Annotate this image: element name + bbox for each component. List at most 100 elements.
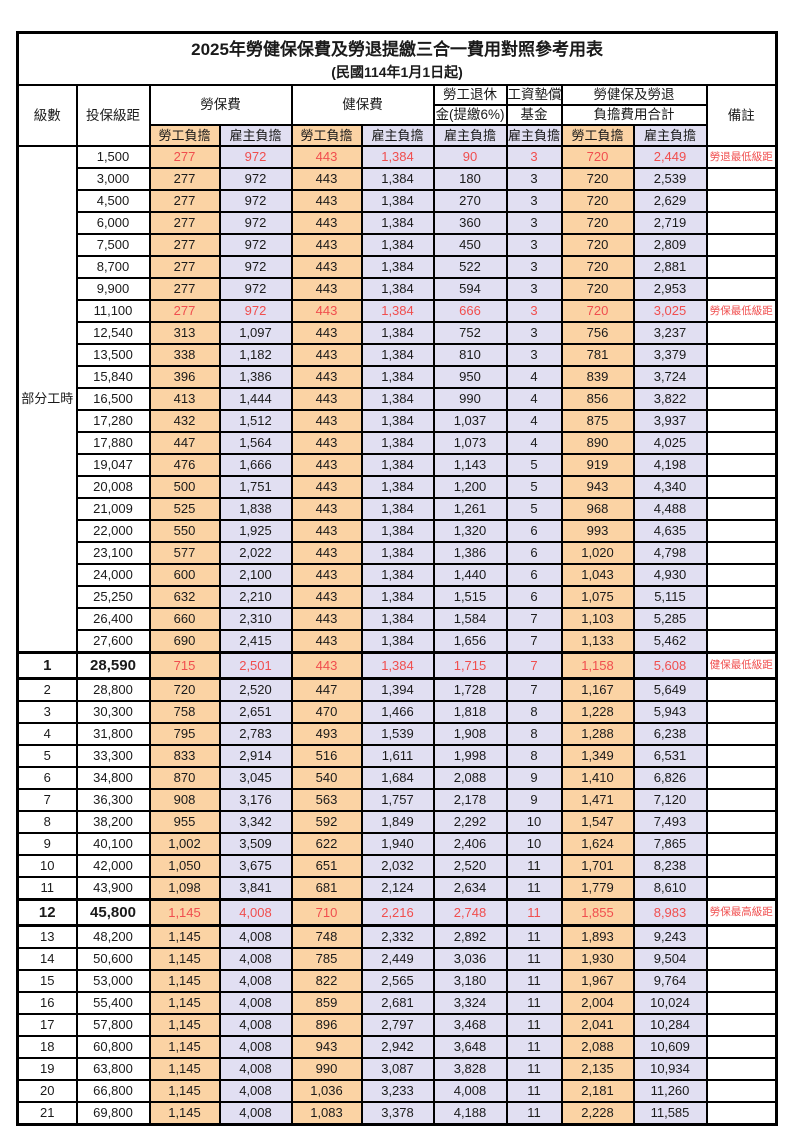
table-row: 2 28,800 720 2,520 447 1,394 1,728 7 1,167 5,649 [16, 677, 778, 702]
value-cell-labor_employer: 1,444 [218, 387, 293, 411]
value-cell-pension_employer: 1,073 [432, 431, 508, 455]
value-cell-labor_employer: 2,651 [218, 700, 293, 724]
header-pension-line1: 勞工退休 [432, 84, 508, 106]
value-cell-wage_fund_employer: 3 [505, 255, 563, 279]
remark-cell [705, 1013, 778, 1037]
value-cell-total_employer: 3,937 [632, 409, 708, 433]
value-cell-labor_employer: 972 [218, 255, 293, 279]
value-cell-health_employee: 443 [290, 211, 363, 235]
value-cell-labor_employer: 4,008 [218, 1035, 293, 1059]
value-cell-labor_employee: 396 [148, 365, 221, 389]
value-cell-total_employee: 2,004 [560, 991, 635, 1015]
value-cell-labor_employee: 277 [148, 145, 221, 169]
level-cell: 12 [16, 898, 78, 927]
table-row: 15,840 396 1,386 443 1,384 950 4 839 3,724 [18, 365, 778, 389]
value-cell-total_employee: 720 [560, 255, 635, 279]
value-cell-labor_employee: 1,145 [148, 991, 221, 1015]
value-cell-pension_employer: 1,584 [432, 607, 508, 631]
table-row: 17,880 447 1,564 443 1,384 1,073 4 890 4,025 [18, 431, 778, 455]
value-cell-labor_employer: 972 [218, 299, 293, 323]
level-cell: 3 [16, 700, 78, 724]
table-row: 13 48,200 1,145 4,008 748 2,332 2,892 11 1,893 9,… [16, 924, 778, 949]
level-cell: 2 [16, 677, 78, 702]
value-cell-pension_employer: 3,828 [432, 1057, 508, 1081]
header-health-employee-share: 勞工負擔 [290, 124, 363, 147]
value-cell-pension_employer: 1,908 [432, 722, 508, 746]
value-cell-health_employee: 443 [290, 431, 363, 455]
value-cell-labor_employer: 4,008 [218, 947, 293, 971]
value-cell-health_employer: 1,384 [360, 519, 435, 543]
value-cell-health_employee: 443 [290, 497, 363, 521]
salary-bracket-cell: 7,500 [75, 233, 151, 257]
value-cell-total_employer: 8,983 [632, 898, 708, 927]
value-cell-labor_employee: 432 [148, 409, 221, 433]
value-cell-labor_employee: 1,050 [148, 854, 221, 878]
value-cell-health_employee: 681 [290, 876, 363, 901]
value-cell-wage_fund_employer: 6 [505, 585, 563, 609]
value-cell-health_employer: 2,942 [360, 1035, 435, 1059]
value-cell-wage_fund_employer: 4 [505, 365, 563, 389]
value-cell-labor_employee: 720 [148, 677, 221, 702]
remark-cell [705, 519, 778, 543]
value-cell-pension_employer: 1,715 [432, 651, 508, 680]
value-cell-wage_fund_employer: 8 [505, 700, 563, 724]
level-cell: 13 [16, 924, 78, 949]
value-cell-wage_fund_employer: 4 [505, 409, 563, 433]
table-row: 11 43,900 1,098 3,841 681 2,124 2,634 11 1,779 8,… [16, 876, 778, 901]
value-cell-health_employer: 1,384 [360, 277, 435, 301]
table-row: 3,000 277 972 443 1,384 180 3 720 2,539 [18, 167, 778, 191]
value-cell-health_employer: 1,394 [360, 677, 435, 702]
value-cell-wage_fund_employer: 10 [505, 832, 563, 856]
value-cell-total_employee: 2,041 [560, 1013, 635, 1037]
level-cell: 21 [16, 1101, 78, 1126]
value-cell-health_employee: 443 [290, 167, 363, 191]
value-cell-pension_employer: 752 [432, 321, 508, 345]
table-row: 14 50,600 1,145 4,008 785 2,449 3,036 11 1,930 9,… [16, 947, 778, 971]
value-cell-labor_employee: 500 [148, 475, 221, 499]
value-cell-labor_employee: 1,145 [148, 947, 221, 971]
value-cell-wage_fund_employer: 4 [505, 431, 563, 455]
value-cell-total_employee: 875 [560, 409, 635, 433]
salary-bracket-cell: 30,300 [75, 700, 151, 724]
remark-cell [705, 722, 778, 746]
remark-cell [705, 277, 778, 301]
value-cell-total_employer: 6,238 [632, 722, 708, 746]
salary-bracket-cell: 8,700 [75, 255, 151, 279]
value-cell-health_employer: 1,849 [360, 810, 435, 834]
value-cell-labor_employer: 4,008 [218, 1013, 293, 1037]
value-cell-total_employee: 968 [560, 497, 635, 521]
value-cell-wage_fund_employer: 3 [505, 321, 563, 345]
salary-bracket-cell: 19,047 [75, 453, 151, 477]
value-cell-labor_employer: 972 [218, 167, 293, 191]
value-cell-pension_employer: 950 [432, 365, 508, 389]
value-cell-total_employer: 2,719 [632, 211, 708, 235]
value-cell-wage_fund_employer: 9 [505, 788, 563, 812]
table-row: 1 28,590 715 2,501 443 1,384 1,715 7 1,158 5,608 健… [16, 651, 778, 680]
value-cell-wage_fund_employer: 3 [505, 343, 563, 367]
value-cell-labor_employer: 2,520 [218, 677, 293, 702]
value-cell-wage_fund_employer: 5 [505, 453, 563, 477]
value-cell-health_employee: 540 [290, 766, 363, 790]
salary-bracket-cell: 60,800 [75, 1035, 151, 1059]
value-cell-wage_fund_employer: 6 [505, 519, 563, 543]
value-cell-total_employee: 720 [560, 167, 635, 191]
remark-cell [705, 1057, 778, 1081]
salary-bracket-cell: 63,800 [75, 1057, 151, 1081]
value-cell-wage_fund_employer: 6 [505, 541, 563, 565]
value-cell-pension_employer: 90 [432, 145, 508, 169]
value-cell-wage_fund_employer: 11 [505, 854, 563, 878]
value-cell-wage_fund_employer: 3 [505, 211, 563, 235]
value-cell-health_employee: 822 [290, 969, 363, 993]
value-cell-health_employer: 1,384 [360, 145, 435, 169]
table-row: 13,500 338 1,182 443 1,384 810 3 781 3,379 [18, 343, 778, 367]
value-cell-pension_employer: 1,515 [432, 585, 508, 609]
header-total-employee-share: 勞工負擔 [560, 124, 635, 147]
value-cell-health_employer: 2,449 [360, 947, 435, 971]
level-cell: 6 [16, 766, 78, 790]
header-labor-employee-share: 勞工負擔 [148, 124, 221, 147]
value-cell-health_employee: 622 [290, 832, 363, 856]
value-cell-labor_employer: 1,838 [218, 497, 293, 521]
table-body: 部分工時 1,500 277 972 443 1,384 90 3 720 2,449 勞退最低級距… [16, 145, 778, 1126]
value-cell-pension_employer: 594 [432, 277, 508, 301]
value-cell-wage_fund_employer: 8 [505, 744, 563, 768]
